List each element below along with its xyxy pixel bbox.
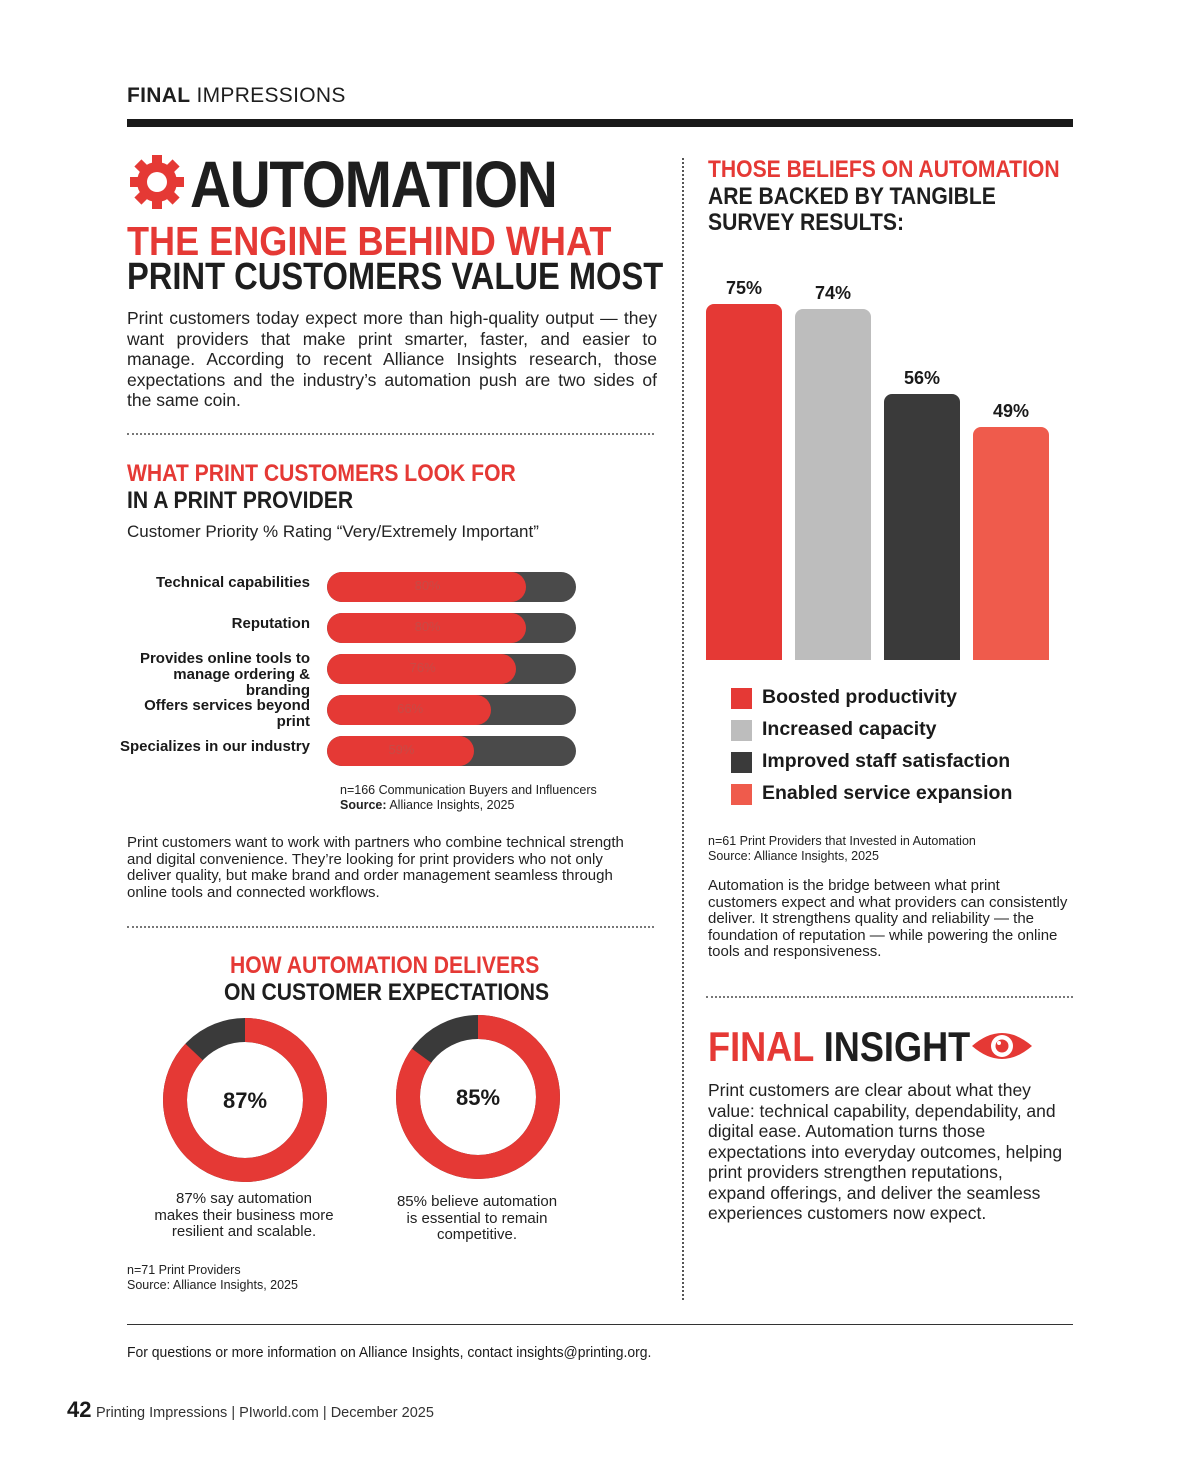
delivers-heading-dark: ON CUSTOMER EXPECTATIONS xyxy=(224,979,550,1006)
folio: 42 Printing Impressions | PIworld.com | … xyxy=(67,1397,434,1423)
bar-track: 59% xyxy=(327,736,576,766)
delivers-note-1: n=71 Print Providers xyxy=(127,1263,241,1277)
legend-swatch xyxy=(731,720,752,741)
customer-note-1: n=166 Communication Buyers and Influence… xyxy=(340,783,597,797)
divider-dotted xyxy=(127,926,654,928)
survey-heading-red: THOSE BELIEFS ON AUTOMATION xyxy=(708,156,1060,183)
customer-heading-dark: IN A PRINT PROVIDER xyxy=(127,487,354,514)
customer-note-source: Alliance Insights, 2025 xyxy=(389,798,515,812)
bar: 66% xyxy=(327,695,492,725)
survey-legend: Boosted productivity Increased capacity Im… xyxy=(731,686,1061,816)
survey-heading-dark-1: ARE BACKED BY TANGIBLE xyxy=(708,183,996,210)
bar-track: 66% xyxy=(327,695,576,725)
bar: 59% xyxy=(327,736,474,766)
bar-value-label: 75% xyxy=(725,278,763,298)
donut-caption-2-line: competitive. xyxy=(436,1226,518,1243)
eye-icon xyxy=(970,1026,1034,1066)
final-insight-title: FINAL INSIGHT xyxy=(708,1024,970,1070)
survey-heading-dark-2: SURVEY RESULTS: xyxy=(708,209,904,236)
bar-value-label: 80% xyxy=(414,619,441,634)
hero-title: AUTOMATION xyxy=(190,147,558,221)
donut-caption-2-line: 85% believe automation xyxy=(396,1193,558,1210)
bar-value-label: 59% xyxy=(388,742,415,757)
bar xyxy=(884,394,960,660)
customer-body: Print customers want to work with partne… xyxy=(127,834,624,901)
column-divider xyxy=(682,158,684,1300)
legend-label: Improved staff satisfaction xyxy=(762,750,1011,772)
donut-caption-1-line: resilient and scalable. xyxy=(171,1223,317,1240)
donut-center-label: 87% xyxy=(223,1088,267,1113)
bar-track: 80% xyxy=(327,613,576,643)
legend-swatch xyxy=(731,688,752,709)
footer-contact: For questions or more information on All… xyxy=(127,1344,652,1361)
customer-note-2: Source: Alliance Insights, 2025 xyxy=(340,798,514,813)
legend-label: Enabled service expansion xyxy=(762,782,1013,804)
customer-note-source-label: Source: xyxy=(340,798,387,812)
donut-center-label: 85% xyxy=(456,1085,500,1110)
donut-caption-1-line: makes their business more xyxy=(154,1206,334,1224)
bar-value-label: 49% xyxy=(992,401,1030,422)
survey-note-1: n=61 Print Providers that Invested in Au… xyxy=(708,834,976,848)
section-label-rest: IMPRESSIONS xyxy=(196,84,346,107)
customer-heading-red: WHAT PRINT CUSTOMERS LOOK FOR xyxy=(127,460,516,487)
final-insight-title-dark: INSIGHT xyxy=(823,1023,971,1070)
delivers-note-2: Source: Alliance Insights, 2025 xyxy=(127,1278,298,1292)
bar xyxy=(973,427,1049,660)
legend-swatch xyxy=(731,784,752,805)
final-insight-title-red: FINAL xyxy=(708,1023,814,1070)
bar-label: Offers services beyond print xyxy=(144,697,310,730)
donut-charts: 87% 85% xyxy=(160,1010,580,1190)
hero-subtitle-dark: PRINT CUSTOMERS VALUE MOST xyxy=(127,256,664,298)
bar xyxy=(706,304,782,660)
legend-label: Increased capacity xyxy=(762,718,937,740)
delivers-heading-red: HOW AUTOMATION DELIVERS xyxy=(230,952,540,979)
bar-value-label: 74% xyxy=(814,282,852,303)
footer-rule xyxy=(127,1324,1073,1325)
bar-label: Provides online tools to manage ordering… xyxy=(139,650,310,699)
donut-caption-2: 85% believe automation is essential to r… xyxy=(367,1193,587,1244)
hero-intro: Print customers today expect more than h… xyxy=(127,308,657,410)
donut-chart: 85% xyxy=(396,1015,560,1179)
bar-value-label: 66% xyxy=(397,701,424,716)
bar: 80% xyxy=(327,572,527,602)
section-label-bold: FINAL xyxy=(127,84,191,107)
bar-value-label: 56% xyxy=(903,368,941,389)
bar-value-label: 80% xyxy=(414,578,441,593)
survey-bar-chart: 75% 74% 56% 49% xyxy=(700,278,1060,662)
hero-subtitle-red: THE ENGINE BEHIND WHAT xyxy=(127,218,612,264)
bar: 76% xyxy=(327,654,517,684)
page-number: 42 xyxy=(67,1397,92,1422)
survey-body: Automation is the bridge between what pr… xyxy=(708,877,1068,960)
divider-dotted xyxy=(706,996,1073,998)
divider-dotted xyxy=(127,433,654,435)
bar-track: 76% xyxy=(327,654,576,684)
gear-icon xyxy=(127,152,187,212)
publication-line: Printing Impressions | PIworld.com | Dec… xyxy=(95,1405,434,1421)
survey-note-2: Source: Alliance Insights, 2025 xyxy=(708,849,879,863)
bar-label: Specializes in our industry xyxy=(119,738,310,755)
priority-bar-chart: Technical capabilities 80% Reputation 80% Pr… xyxy=(110,570,580,770)
bar: 80% xyxy=(327,613,527,643)
donut-value-slice xyxy=(396,1015,560,1179)
bar-label: Reputation xyxy=(231,615,310,632)
donut-caption-1: 87% say automation makes their business … xyxy=(134,1190,354,1241)
bar-track: 80% xyxy=(327,572,576,602)
donut-caption-1-line: 87% say automation xyxy=(176,1190,312,1207)
customer-subheading: Customer Priority % Rating “Very/Extreme… xyxy=(127,522,539,541)
bar-value-label: 76% xyxy=(409,660,436,675)
donut-chart: 87% xyxy=(163,1018,327,1182)
bar xyxy=(795,308,871,660)
bar-label: Technical capabilities xyxy=(156,574,310,591)
donut-caption-2-line: is essential to remain xyxy=(406,1209,548,1227)
donut-value-slice xyxy=(163,1018,327,1182)
final-insight-body: Print customers are clear about what the… xyxy=(708,1080,1063,1223)
top-rule xyxy=(127,119,1073,127)
section-label: FINAL IMPRESSIONS xyxy=(127,84,346,108)
legend-label: Boosted productivity xyxy=(762,686,958,708)
legend-swatch xyxy=(731,752,752,773)
